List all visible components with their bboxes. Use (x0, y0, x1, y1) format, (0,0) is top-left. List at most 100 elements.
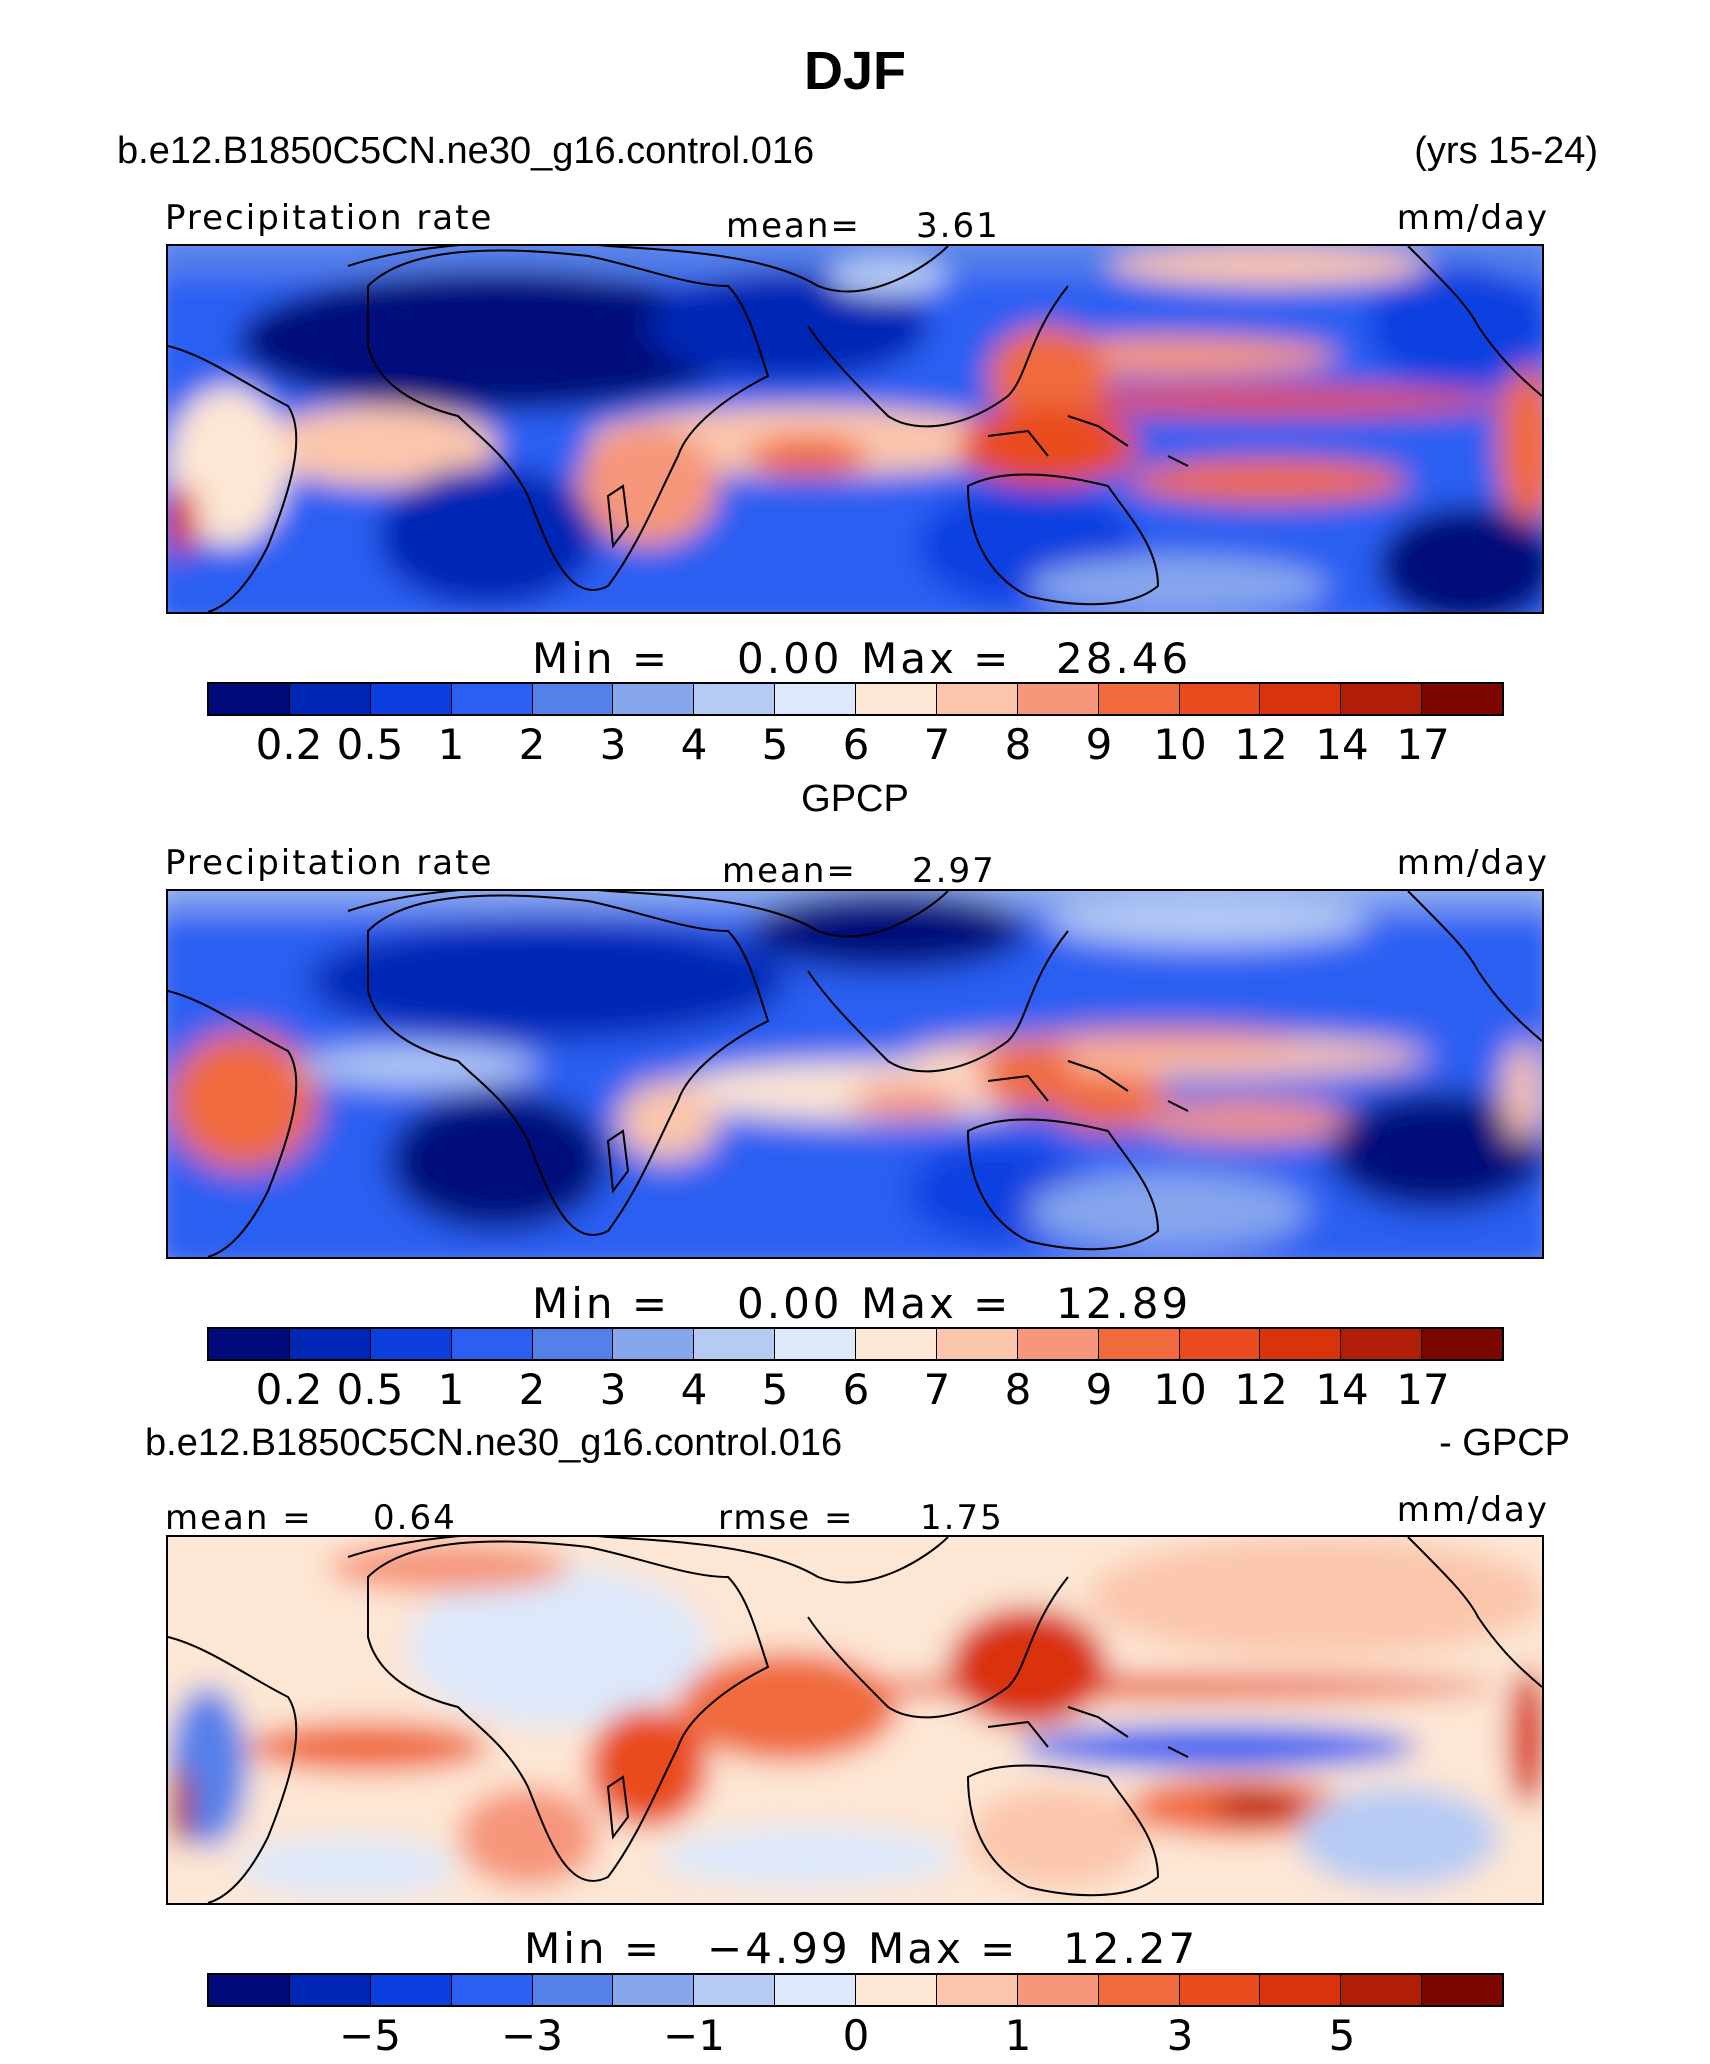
panel-1-tick-label: 8 (1004, 720, 1032, 769)
panel-3-rmse-label: rmse = (718, 1498, 855, 1538)
panel-1-tick-label: 0.2 (255, 720, 323, 769)
panel-2-tick-label: 3 (599, 1365, 627, 1414)
colorbar-swatch (289, 684, 371, 714)
panel-3-mean-label: mean = (165, 1498, 313, 1538)
panel-3-units: mm/day (1396, 1490, 1549, 1530)
panel-2-precip-field (168, 891, 1542, 1257)
colorbar-swatch (694, 684, 776, 714)
panel-3-colorbar (207, 1973, 1504, 2007)
colorbar-swatch (1341, 1975, 1423, 2005)
panel-1-min-value: 0.00 (737, 634, 843, 683)
colorbar-swatch (613, 1329, 695, 1359)
panel-1-tick-label: 9 (1085, 720, 1113, 769)
panel-2-case-label: GPCP (801, 778, 909, 820)
panel-3-tick-label: 1 (1004, 2011, 1032, 2060)
panel-2-mean-label: mean= (722, 851, 857, 891)
panel-1-min-label: Min = (532, 634, 671, 683)
panel-2-colorbar (207, 1327, 1504, 1361)
panel-2-map (166, 889, 1544, 1259)
panel-2-tick-label: 8 (1004, 1365, 1032, 1414)
panel-1-max-value: 28.46 (1056, 634, 1192, 683)
colorbar-swatch (775, 1975, 856, 2005)
colorbar-swatch (370, 684, 452, 714)
colorbar-swatch (370, 1329, 452, 1359)
colorbar-swatch (613, 1975, 695, 2005)
panel-3-tick-label: −1 (663, 2011, 725, 2060)
colorbar-swatch (1422, 1329, 1502, 1359)
panel-2-coastlines (168, 891, 1542, 1257)
panel-1-mean-label: mean= (726, 206, 861, 246)
colorbar-swatch (209, 1975, 290, 2005)
panel-1-tick-label: 0.5 (336, 720, 404, 769)
panel-1-tick-label: 4 (680, 720, 708, 769)
panel-2-min-label: Min = (532, 1279, 671, 1328)
colorbar-swatch (1341, 1329, 1423, 1359)
panel-2-tick-label: 5 (761, 1365, 789, 1414)
panel-3-rmse-value: 1.75 (920, 1498, 1004, 1538)
panel-1-tick-label: 2 (518, 720, 546, 769)
panel-3-difference-field (168, 1537, 1542, 1903)
colorbar-swatch (1179, 1975, 1261, 2005)
panel-1-years-label: (yrs 15-24) (1414, 130, 1598, 172)
panel-1-map (166, 244, 1544, 614)
colorbar-swatch (1017, 684, 1099, 714)
colorbar-swatch (289, 1329, 371, 1359)
colorbar-swatch (1422, 684, 1502, 714)
panel-2-tick-label: 14 (1315, 1365, 1369, 1414)
colorbar-swatch (1098, 1329, 1180, 1359)
panel-1-tick-label: 17 (1396, 720, 1450, 769)
panel-1-variable-label: Precipitation rate (165, 198, 494, 238)
panel-2-tick-label: 17 (1396, 1365, 1450, 1414)
colorbar-swatch (532, 1329, 614, 1359)
panel-2-tick-label: 0.2 (255, 1365, 323, 1414)
colorbar-swatch (694, 1329, 776, 1359)
colorbar-swatch (209, 1329, 290, 1359)
panel-2-mean-value: 2.97 (912, 851, 996, 891)
panel-2-tick-label: 4 (680, 1365, 708, 1414)
panel-1-tick-label: 1 (437, 720, 465, 769)
colorbar-swatch (1179, 1329, 1261, 1359)
colorbar-swatch (532, 1975, 614, 2005)
panel-2-variable-label: Precipitation rate (165, 843, 494, 883)
panel-2-tick-label: 12 (1234, 1365, 1288, 1414)
panel-1-case-label: b.e12.B1850C5CN.ne30_g16.control.016 (117, 130, 815, 172)
panel-2-tick-label: 6 (842, 1365, 870, 1414)
colorbar-swatch (775, 684, 856, 714)
colorbar-swatch (1098, 1975, 1180, 2005)
colorbar-swatch (1260, 1329, 1342, 1359)
colorbar-swatch (856, 1329, 937, 1359)
colorbar-swatch (1260, 684, 1342, 714)
panel-2-max-label: Max = (861, 1279, 1012, 1328)
panel-1-tick-label: 3 (599, 720, 627, 769)
panel-1-units: mm/day (1396, 198, 1549, 238)
colorbar-swatch (775, 1329, 856, 1359)
colorbar-swatch (613, 684, 695, 714)
panel-3-map (166, 1535, 1544, 1905)
panel-1-tick-label: 5 (761, 720, 789, 769)
panel-3-right-label: - GPCP (1439, 1422, 1570, 1464)
panel-1-tick-label: 14 (1315, 720, 1369, 769)
panel-2-max-value: 12.89 (1056, 1279, 1192, 1328)
panel-2-tick-label: 1 (437, 1365, 465, 1414)
panel-3-min-value: −4.99 (707, 1924, 851, 1973)
colorbar-swatch (209, 684, 290, 714)
colorbar-swatch (1422, 1975, 1502, 2005)
colorbar-swatch (1341, 684, 1423, 714)
panel-2-tick-label: 2 (518, 1365, 546, 1414)
panel-2-tick-label: 7 (923, 1365, 951, 1414)
colorbar-swatch (451, 1975, 533, 2005)
panel-1-precip-field (168, 246, 1542, 612)
colorbar-swatch (370, 1975, 452, 2005)
panel-3-tick-label: −5 (339, 2011, 401, 2060)
panel-2-tick-label: 9 (1085, 1365, 1113, 1414)
panel-1-tick-label: 12 (1234, 720, 1288, 769)
panel-3-min-label: Min = (524, 1924, 663, 1973)
colorbar-swatch (856, 684, 937, 714)
panel-1-tick-label: 10 (1153, 720, 1207, 769)
panel-3-case-label: b.e12.B1850C5CN.ne30_g16.control.016 (145, 1422, 843, 1464)
panel-3-tick-label: −3 (501, 2011, 563, 2060)
panel-3-tick-label: 5 (1328, 2011, 1356, 2060)
colorbar-swatch (936, 1329, 1018, 1359)
panel-3-mean-value: 0.64 (373, 1498, 457, 1538)
figure-title: DJF (803, 41, 906, 101)
